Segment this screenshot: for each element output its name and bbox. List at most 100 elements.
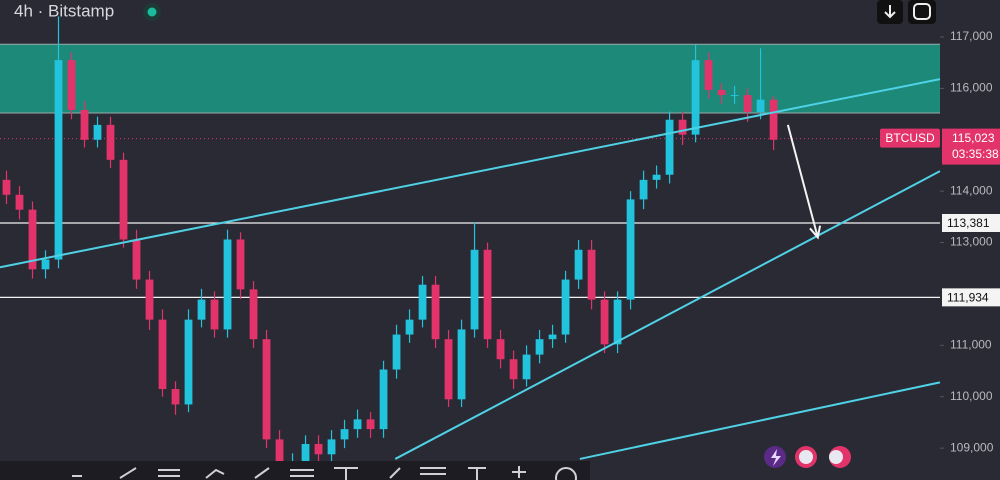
price-line-tag [942,288,1000,307]
candle-body [301,444,310,461]
candle-body [67,60,76,110]
candle-body [522,354,531,380]
candle-body [444,339,453,400]
candle-body [184,319,193,405]
candle-body [392,334,401,370]
arrow [786,124,822,240]
candle-body [340,429,349,440]
candle-body [158,319,167,390]
y-tick-label: 110,000 [950,389,993,403]
trendline [394,170,941,460]
candle-body [652,174,661,180]
tool-ray[interactable] [254,467,270,479]
candle-body [275,439,284,470]
price-line-tag [942,213,1000,232]
candle-body [639,179,648,200]
y-tick-label: 114,000 [950,183,993,197]
candle-body [223,239,232,330]
symbol-label: BTCUSD [885,131,935,145]
trendline [0,78,941,269]
candle-body [249,289,258,340]
tool-pitch[interactable] [389,467,401,479]
status-dot [147,7,157,17]
chart-title: 4h · Bitstamp [14,1,114,20]
countdown-label: 03:35:38 [952,147,999,161]
candle-body [457,329,466,400]
tool-fib[interactable] [158,469,180,477]
candle-body [509,359,518,380]
candle-body [678,119,687,135]
candle-body [561,279,570,335]
price-line-label: 113,381 [947,216,990,230]
candle-body [587,249,596,300]
candle-body [600,299,609,345]
price-axis: 113,381 111,934 109,000 110,000 111,000 113,0… [880,29,1000,454]
price-line-label: 111,934 [947,291,989,305]
tool-text[interactable] [468,467,486,480]
candle-body [431,284,440,340]
candle-body [548,334,557,340]
candle-body [197,299,206,320]
candle-body [769,99,778,140]
candle-body [106,124,115,160]
candle-body [379,369,388,430]
candle-body [2,179,11,195]
candle-body [496,339,505,360]
candle-body [15,194,24,210]
flag-inner [829,450,843,464]
candle-body [756,99,765,113]
tool-magnet[interactable] [555,467,577,480]
candle-body [704,60,713,90]
flag-inner [799,450,813,464]
candle-body [574,249,583,280]
tool-channel[interactable] [290,469,314,477]
y-tick-label: 117,000 [950,29,993,43]
tool-cross[interactable] [512,466,526,478]
candle-body [470,249,479,330]
candle-body [327,439,336,455]
y-tick-label: 109,000 [950,440,994,454]
candle-body [132,239,141,280]
candle-body [93,124,102,140]
fullscreen-icon [913,3,931,20]
candle-body [119,159,128,240]
last-price-label: 115,023 [952,131,995,145]
plot [0,16,941,479]
download-icon [884,5,896,19]
candle-body [262,339,271,440]
candle-body [613,299,622,345]
tool-path[interactable] [205,468,225,479]
tool-trend[interactable] [119,467,137,479]
toolbar-icons [72,466,577,480]
candle-body [210,299,219,330]
candle-body [626,199,635,300]
symbol-tag [880,128,940,148]
candle-body [54,60,63,260]
event-bolt [771,449,781,466]
candle-body [535,339,544,355]
candle-body [366,419,375,430]
candle-body [483,249,492,340]
tool-lines[interactable] [420,467,446,475]
candle-body [171,389,180,405]
zone [0,44,940,114]
candle-body [314,444,323,455]
y-tick-label: 113,000 [950,235,993,249]
candle-body [730,95,739,97]
candle-body [41,259,50,270]
last-price-tag [942,128,1000,165]
candle-body [405,319,414,335]
candle-body [145,279,154,320]
trendline [579,381,941,460]
y-tick-label: 116,000 [950,81,993,95]
candle-body [691,60,700,135]
candle-body [743,95,752,113]
candle-body [80,109,89,140]
candle-body [236,239,245,290]
tool-measure[interactable] [334,467,358,480]
y-tick-label: 111,000 [950,338,992,352]
candle-body [717,89,726,96]
candle-body [665,119,674,175]
